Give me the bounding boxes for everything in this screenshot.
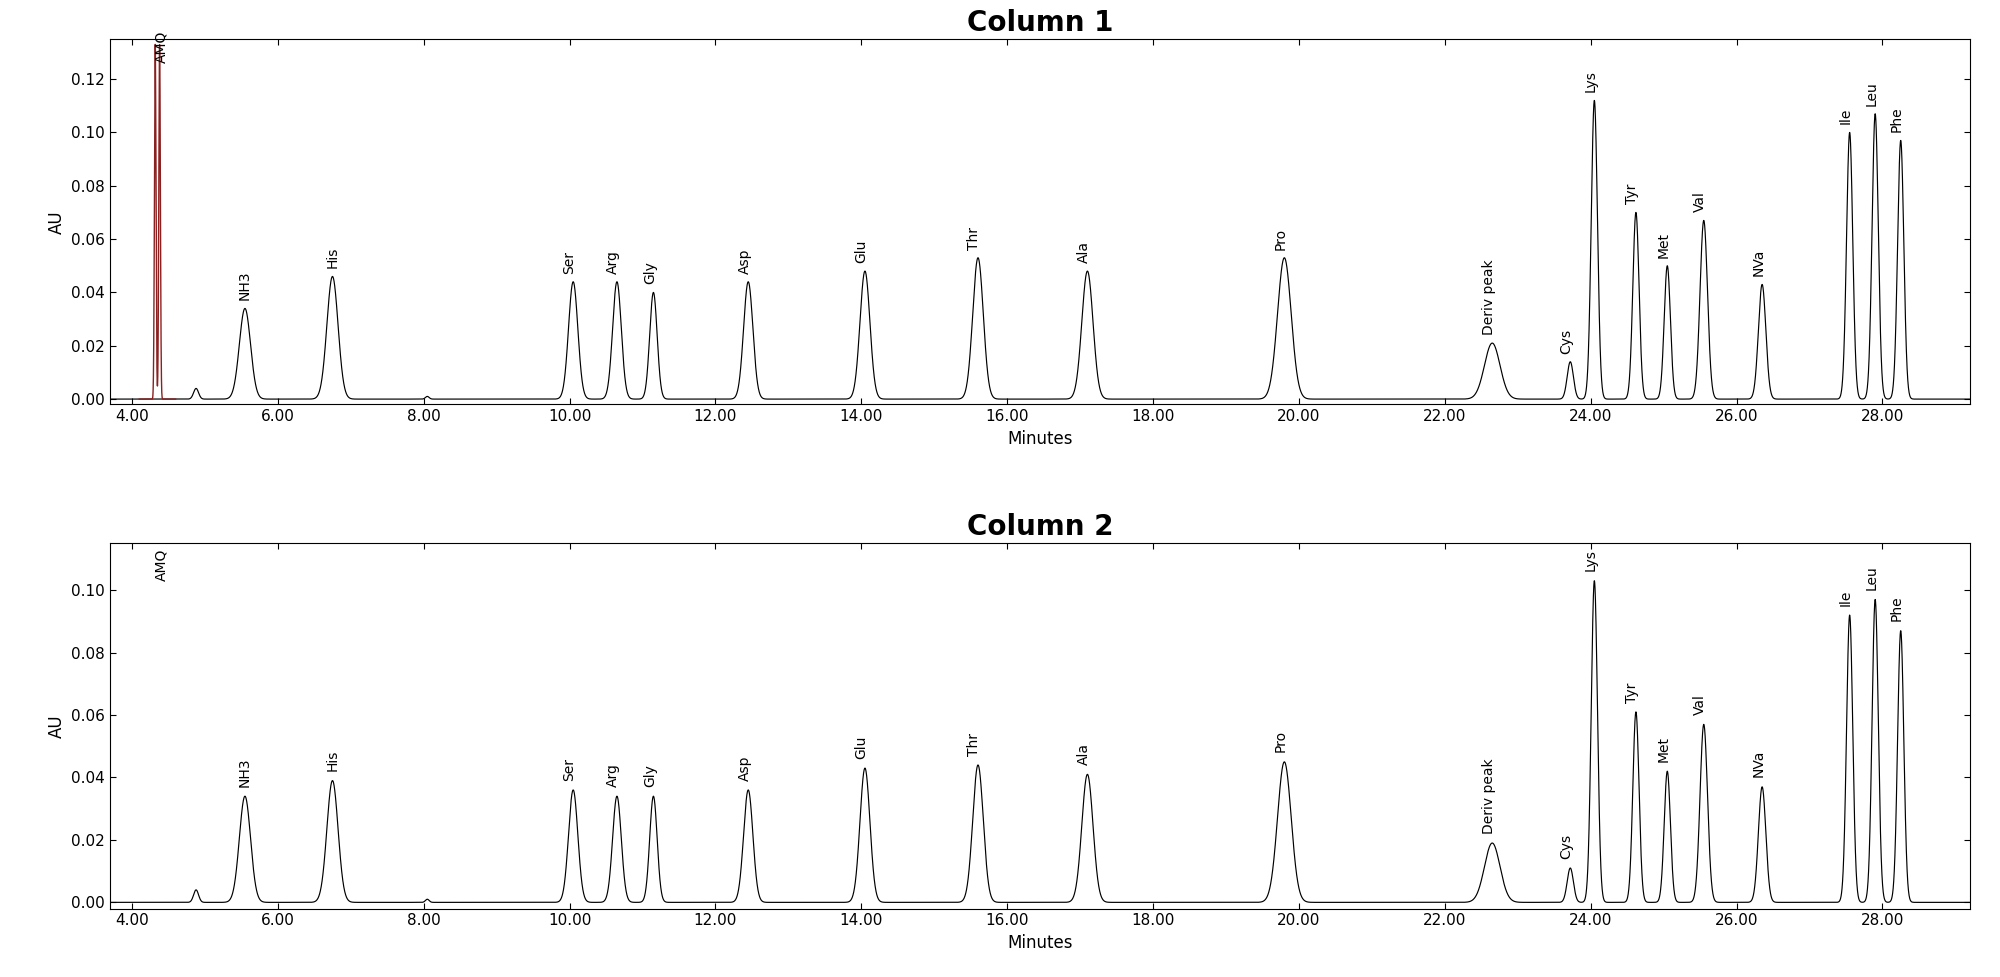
Text: NH3: NH3	[238, 271, 252, 300]
Text: Ala: Ala	[1076, 241, 1090, 263]
Text: NH3: NH3	[238, 757, 252, 786]
Text: AMQ: AMQ	[154, 548, 168, 580]
Text: Gly: Gly	[642, 764, 656, 786]
Text: His: His	[326, 749, 340, 771]
X-axis label: Minutes: Minutes	[1008, 430, 1072, 447]
Text: Ile: Ile	[1838, 589, 1852, 606]
Text: Cys: Cys	[1560, 328, 1574, 354]
Text: Tyr: Tyr	[1626, 184, 1640, 204]
Text: Arg: Arg	[606, 250, 620, 274]
Text: Deriv peak: Deriv peak	[1482, 758, 1496, 833]
Text: Cys: Cys	[1560, 833, 1574, 859]
X-axis label: Minutes: Minutes	[1008, 934, 1072, 952]
Text: Lys: Lys	[1584, 549, 1598, 572]
Text: Ser: Ser	[562, 757, 576, 781]
Text: Glu: Glu	[854, 239, 868, 263]
Text: Tyr: Tyr	[1626, 682, 1640, 702]
Text: Leu: Leu	[1864, 566, 1878, 590]
Text: Ser: Ser	[562, 251, 576, 274]
Text: Met: Met	[1656, 736, 1670, 762]
Text: Glu: Glu	[854, 736, 868, 759]
Text: Pro: Pro	[1274, 731, 1288, 752]
Text: Asp: Asp	[738, 755, 752, 781]
Text: Lys: Lys	[1584, 70, 1598, 93]
Text: Thr: Thr	[968, 733, 982, 755]
Text: NVa: NVa	[1752, 249, 1766, 276]
Text: Ala: Ala	[1076, 743, 1090, 765]
Text: Phe: Phe	[1890, 106, 1904, 133]
Text: Asp: Asp	[738, 248, 752, 274]
Text: His: His	[326, 247, 340, 269]
Text: NVa: NVa	[1752, 750, 1766, 778]
Text: Gly: Gly	[642, 262, 656, 284]
Title: Column 1: Column 1	[966, 9, 1114, 37]
Text: Ile: Ile	[1838, 108, 1852, 124]
Text: Leu: Leu	[1864, 81, 1878, 106]
Text: Val: Val	[1694, 694, 1708, 715]
Text: AMQ: AMQ	[154, 30, 168, 64]
Text: Pro: Pro	[1274, 228, 1288, 250]
Y-axis label: AU: AU	[48, 210, 66, 234]
Title: Column 2: Column 2	[966, 513, 1114, 541]
Text: Phe: Phe	[1890, 596, 1904, 621]
Text: Arg: Arg	[606, 763, 620, 786]
Text: Thr: Thr	[968, 227, 982, 250]
Text: Met: Met	[1656, 232, 1670, 258]
Text: Deriv peak: Deriv peak	[1482, 260, 1496, 335]
Y-axis label: AU: AU	[48, 714, 66, 738]
Text: Val: Val	[1694, 191, 1708, 212]
